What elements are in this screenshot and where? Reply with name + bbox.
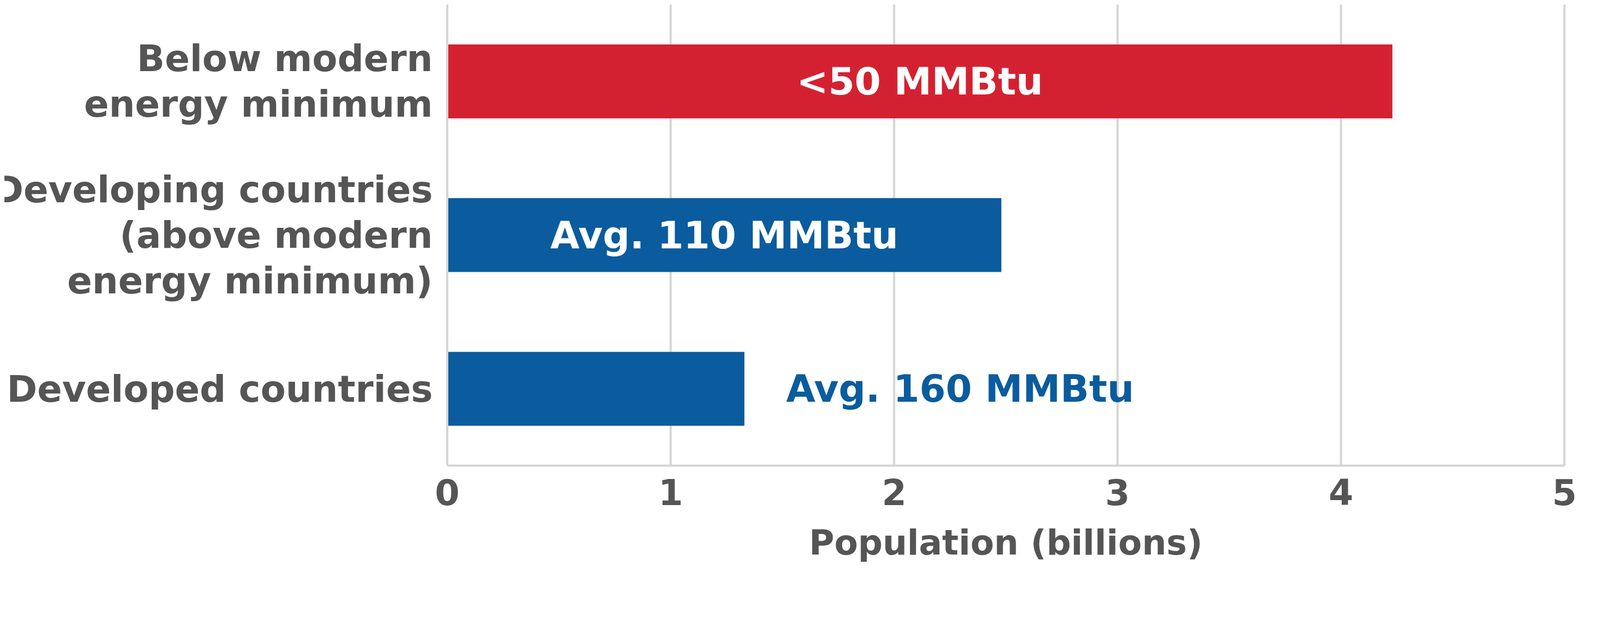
svg-text:4: 4 bbox=[1328, 472, 1354, 514]
svg-text:1: 1 bbox=[658, 472, 684, 514]
svg-text:Avg. 160 MMBtu: Avg. 160 MMBtu bbox=[786, 366, 1134, 411]
svg-text:Avg. 110 MMBtu: Avg. 110 MMBtu bbox=[550, 213, 899, 258]
svg-text:Below modernenergy minimum: Below modernenergy minimum bbox=[83, 37, 433, 126]
svg-text:Developing countries(above mod: Developing countries(above modernenergy … bbox=[4, 168, 433, 303]
svg-text:<50 MMBtu: <50 MMBtu bbox=[796, 59, 1043, 104]
svg-text:Developed countries: Developed countries bbox=[6, 367, 433, 410]
svg-text:3: 3 bbox=[1105, 472, 1130, 514]
svg-text:Population (billions): Population (billions) bbox=[808, 522, 1203, 563]
svg-text:0: 0 bbox=[435, 472, 460, 514]
svg-text:5: 5 bbox=[1552, 472, 1578, 514]
svg-text:2: 2 bbox=[881, 472, 907, 514]
